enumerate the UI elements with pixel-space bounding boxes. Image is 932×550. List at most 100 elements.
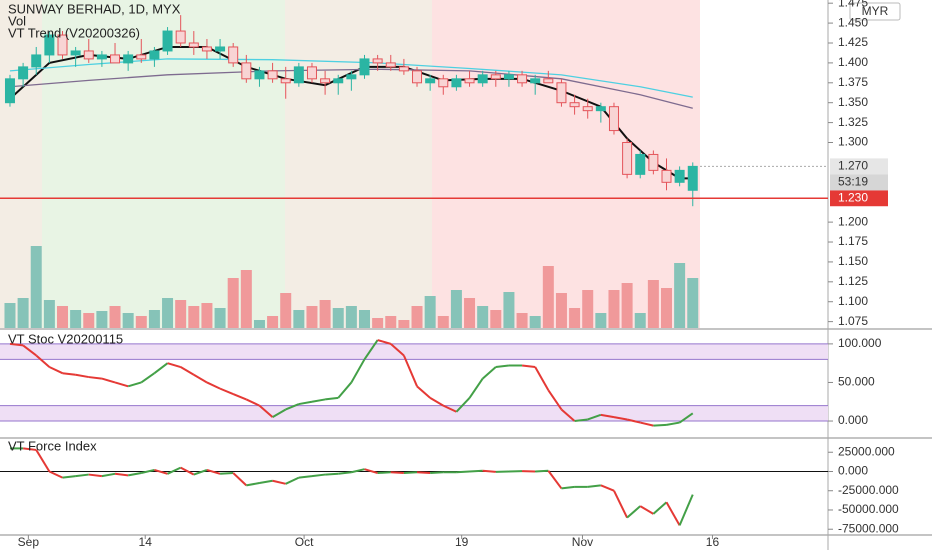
moving-average <box>9 45 693 180</box>
indicator-segment <box>351 468 365 474</box>
indicator-segment <box>298 400 313 406</box>
candle-body <box>320 78 331 84</box>
x-tick-label: 14 <box>139 535 153 549</box>
volume-bar <box>450 290 462 328</box>
y-tick-label: 1.150 <box>838 254 868 268</box>
indicator-segment <box>482 366 497 380</box>
candle-body <box>412 70 423 84</box>
volume-bar <box>188 306 200 328</box>
candle-body <box>175 30 186 44</box>
countdown: 53:19 <box>838 175 868 189</box>
indicator-segment <box>325 472 339 476</box>
volume-bar <box>43 300 55 328</box>
y-tick-label: 1.200 <box>838 214 868 228</box>
candle-body <box>595 106 606 112</box>
volume-bar <box>569 308 581 328</box>
indicator-segment <box>35 449 51 473</box>
candle-body <box>556 82 567 104</box>
currency[interactable]: MYR <box>862 4 889 18</box>
y-tick-label: 1.400 <box>838 55 868 69</box>
volume-bar <box>306 306 318 328</box>
volume-bar <box>253 320 265 328</box>
candle-body <box>201 46 212 52</box>
y-tick-label: 1.175 <box>838 234 868 248</box>
indicator-segment <box>285 476 300 485</box>
indicator-segment <box>114 472 129 477</box>
candle-body <box>162 30 173 52</box>
candle-body <box>582 106 593 112</box>
candle-body <box>451 78 462 88</box>
indicator-segment <box>62 475 76 479</box>
volume-bar <box>148 310 160 328</box>
candle-body <box>280 78 291 84</box>
indicator-segment <box>35 354 51 368</box>
indicator-segment <box>153 362 169 374</box>
indicator-segment <box>626 505 641 519</box>
indicator-segment <box>600 484 615 492</box>
indicator-segment <box>337 381 353 399</box>
y-tick-label: 1.450 <box>838 15 868 29</box>
y-tick-label: 1.325 <box>838 115 868 129</box>
zone <box>285 0 432 328</box>
volume-bar <box>424 296 436 328</box>
candle-body <box>123 54 134 64</box>
zone <box>432 0 700 328</box>
indicator-segment <box>338 471 352 475</box>
volume-bar <box>385 316 397 328</box>
volume-bar <box>464 298 476 328</box>
indicator-segment <box>560 408 576 422</box>
candle-body <box>149 50 160 60</box>
candle-body <box>398 66 409 72</box>
candle-body <box>530 78 541 84</box>
volume-bar <box>372 318 384 328</box>
indicator-segment <box>101 472 116 478</box>
indicator-segment <box>652 501 668 515</box>
indicator-segment <box>141 468 155 475</box>
indicator-segment <box>377 339 392 345</box>
candle-body <box>503 74 514 80</box>
indicator-segment <box>482 469 496 473</box>
indicator-segment <box>206 381 221 390</box>
volume-bar <box>516 313 528 328</box>
volume-bar <box>83 313 95 328</box>
y-tick-label: -25000.000 <box>838 483 899 497</box>
indicator-segment <box>88 473 103 478</box>
zone-band <box>0 343 828 360</box>
volume-bar <box>437 316 449 328</box>
volume-bar <box>201 303 213 328</box>
volume-bar <box>280 293 292 328</box>
candle-body <box>517 74 528 84</box>
indicator-segment <box>9 342 24 347</box>
zone-band <box>0 405 828 422</box>
candle-body <box>385 62 396 68</box>
candle-body <box>490 74 501 80</box>
candle-body <box>648 153 659 171</box>
y-tick-label: 0.000 <box>838 464 868 478</box>
indicator-segment <box>272 479 286 485</box>
currency-box[interactable] <box>849 2 901 21</box>
indicator-segment <box>640 421 654 427</box>
volume-bar <box>30 246 42 328</box>
indicator-segment <box>574 418 588 423</box>
indicator-segment <box>206 468 221 475</box>
y-tick-label: 1.350 <box>838 95 868 109</box>
volume-bar <box>634 313 646 328</box>
volume-bar <box>214 308 226 328</box>
candle-body <box>438 78 449 88</box>
indicator-segment <box>180 366 195 376</box>
indicator-segment <box>114 381 129 388</box>
candle-body <box>44 34 55 56</box>
volume-bar <box>687 278 699 328</box>
volume-bar <box>122 313 134 328</box>
indicator-segment <box>48 366 63 375</box>
last-price-label: 1.270 <box>838 159 868 173</box>
alert-tag <box>830 190 888 207</box>
volume-bar <box>542 266 554 328</box>
indicator-segment <box>350 358 366 383</box>
candle-body <box>477 74 488 84</box>
indicator-segment <box>639 505 654 515</box>
volume-bar <box>332 308 344 328</box>
candle-body <box>425 78 436 84</box>
y-tick-label: 1.300 <box>838 135 868 149</box>
